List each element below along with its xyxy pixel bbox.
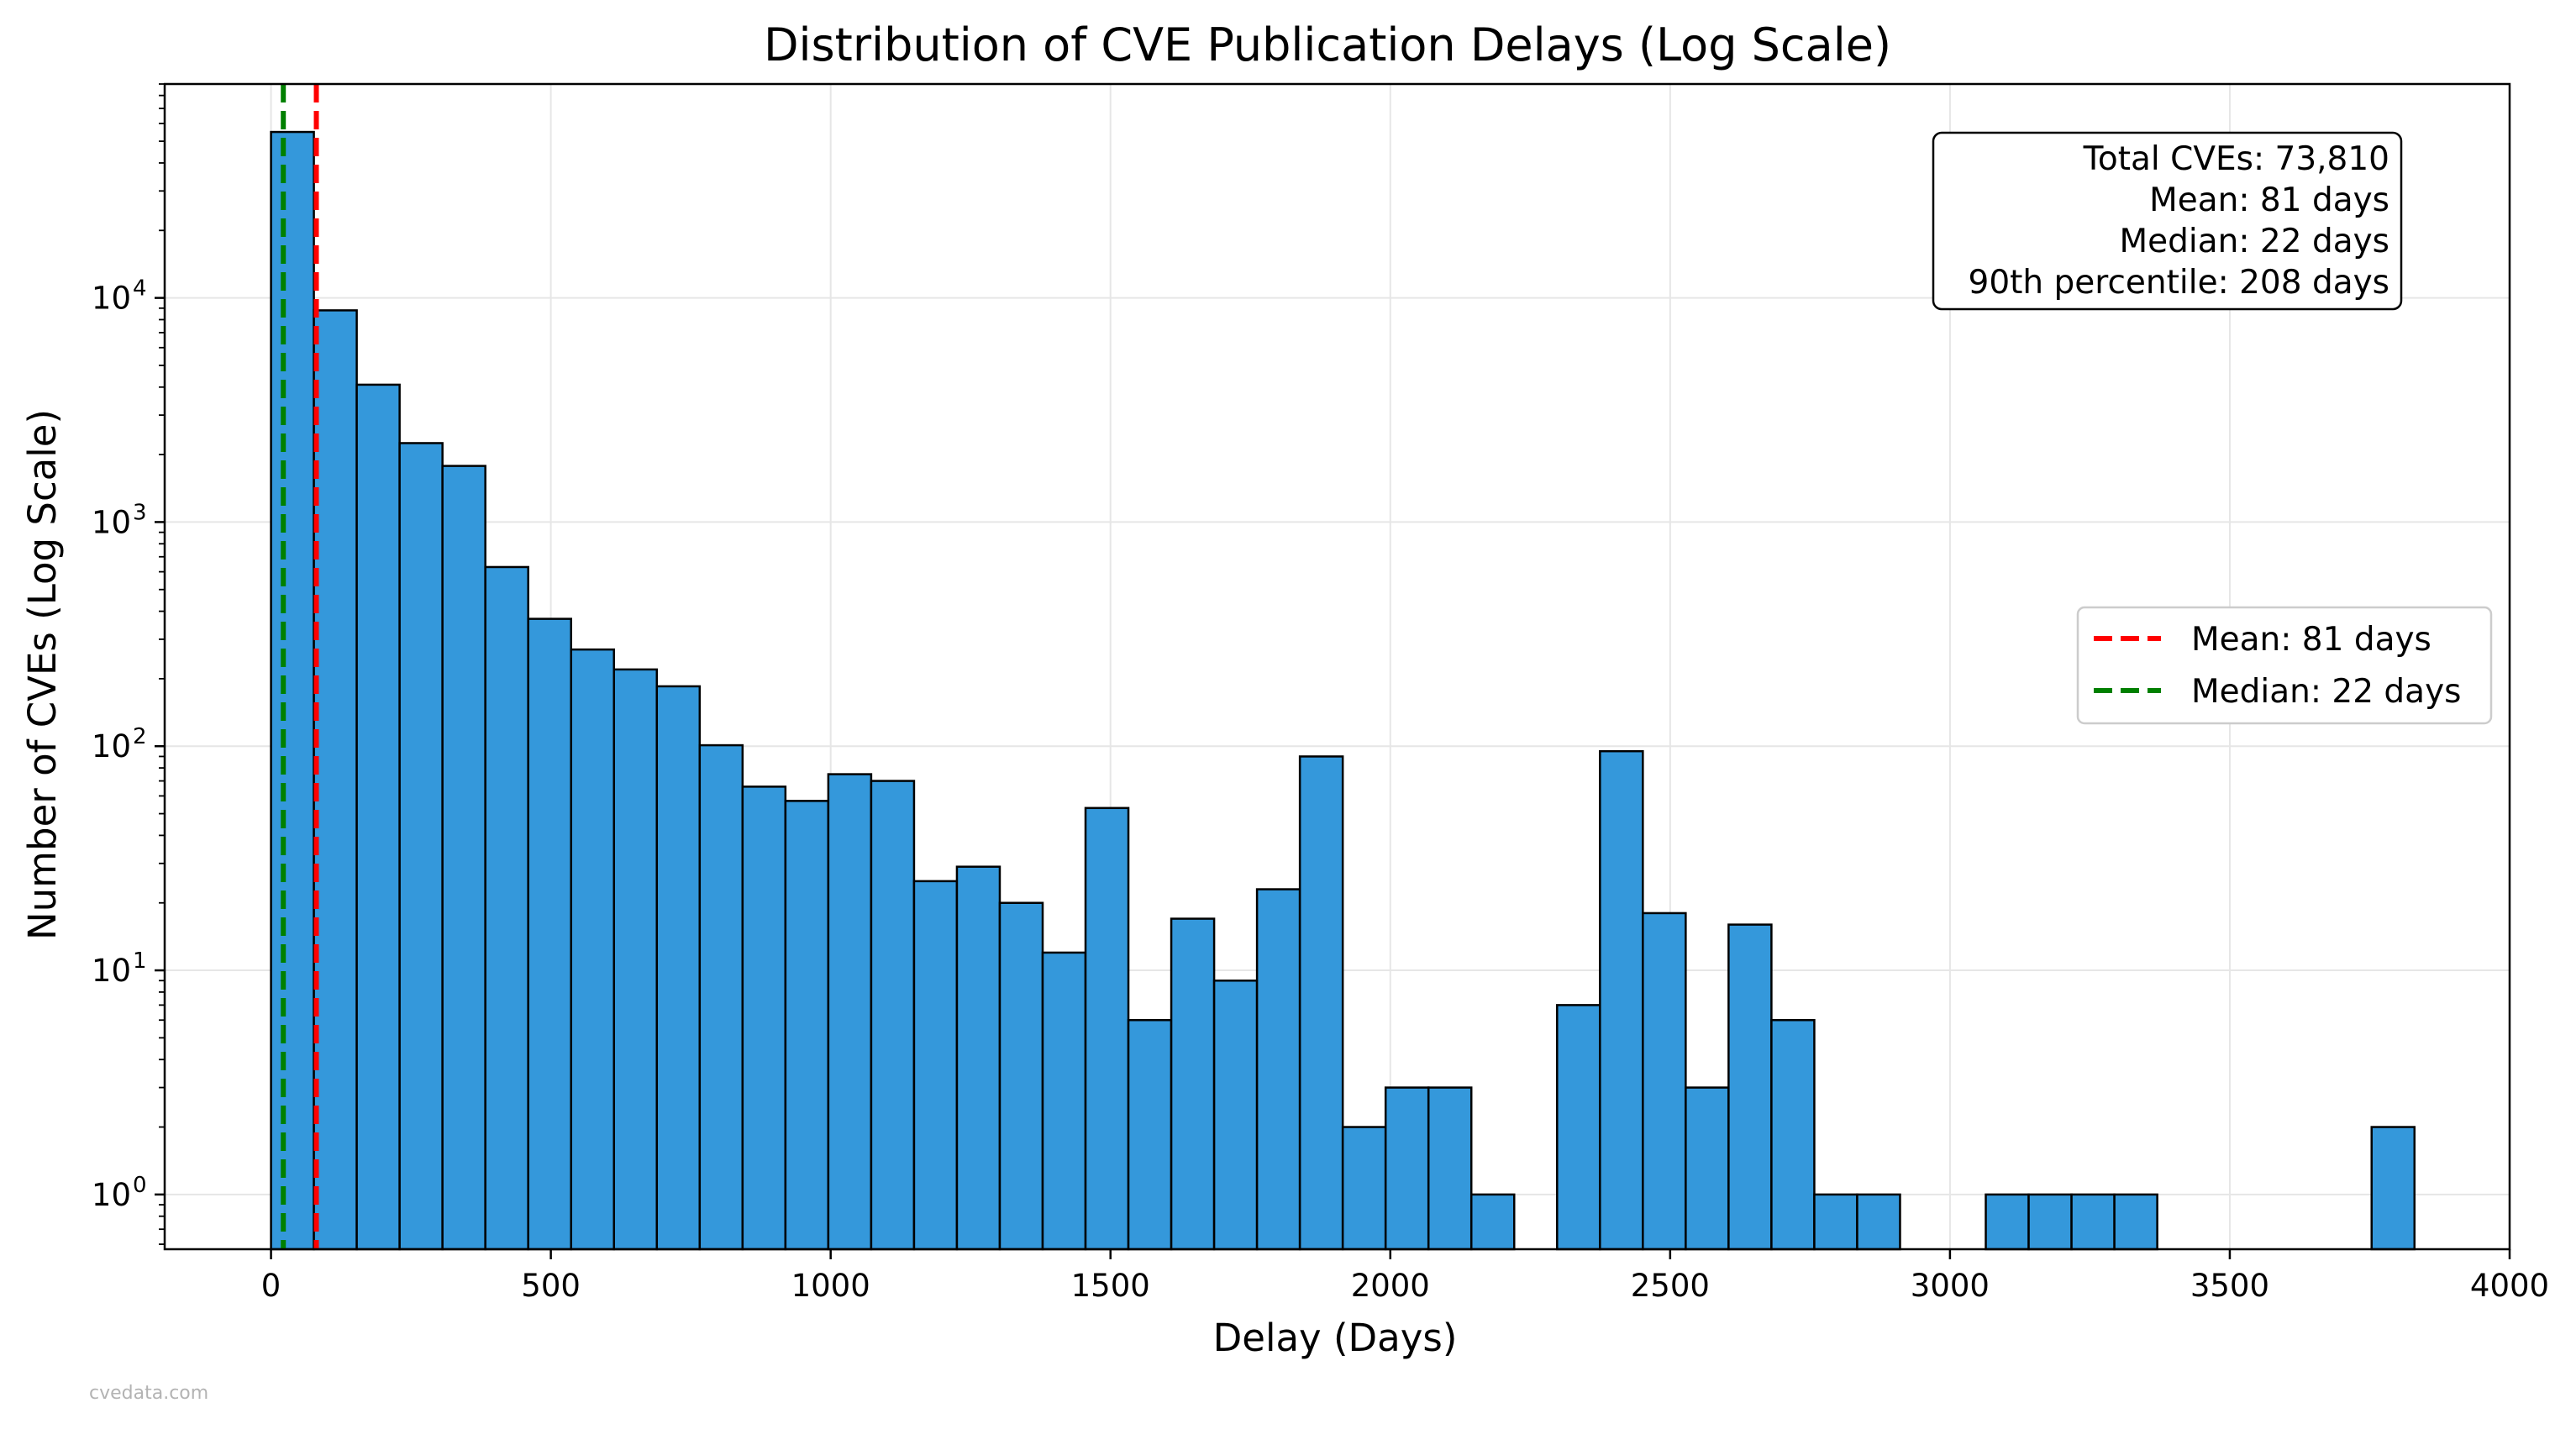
histogram-bar <box>570 648 616 1251</box>
legend: Mean: 81 days Median: 22 days <box>2076 606 2493 725</box>
y-tick-label: 10 <box>92 1177 131 1213</box>
x-tick-label: 1000 <box>791 1268 870 1304</box>
histogram-bar <box>1212 980 1259 1251</box>
y-axis-title: Number of CVEs (Log Scale) <box>20 409 65 940</box>
histogram-bar <box>1170 917 1216 1251</box>
y-tick-exponent: 0 <box>133 1173 147 1198</box>
y-tick-label: 10 <box>92 281 131 317</box>
histogram-bar <box>441 465 486 1251</box>
histogram-bar <box>1770 1018 1816 1251</box>
stats-90th-percentile: 90th percentile: 208 days <box>1969 264 2390 302</box>
histogram-bar <box>484 565 529 1251</box>
histogram-bar <box>655 685 702 1251</box>
legend-mean-label: Mean: 81 days <box>2191 621 2431 659</box>
x-tick-label: 2500 <box>1631 1268 1710 1304</box>
legend-frame <box>2076 606 2493 725</box>
x-tick-label: 3000 <box>1911 1268 1990 1304</box>
histogram-bar <box>698 743 744 1251</box>
histogram-bar <box>2027 1193 2073 1251</box>
histogram-bar <box>1813 1193 1858 1251</box>
histogram-bar <box>1469 1193 1516 1251</box>
histogram-bar <box>1255 888 1301 1251</box>
histogram-bar <box>1427 1086 1473 1251</box>
histogram-bar <box>1084 806 1130 1251</box>
chart-title: Distribution of CVE Publication Delays (… <box>764 18 1891 71</box>
y-tick-exponent: 2 <box>133 724 147 749</box>
histogram-bar <box>827 773 873 1251</box>
histogram-bar <box>313 309 358 1251</box>
histogram-bar <box>2070 1193 2116 1251</box>
stats-box-frame <box>1932 131 2403 311</box>
plot-frame <box>163 82 2511 1251</box>
histogram-bar <box>2370 1126 2416 1251</box>
histogram-bar <box>2113 1193 2158 1251</box>
y-tick-exponent: 3 <box>133 500 147 525</box>
reference-lines <box>281 84 319 1249</box>
histogram-bar <box>1685 1086 1730 1251</box>
y-tick-label: 10 <box>92 953 131 989</box>
histogram-bar <box>955 865 1001 1251</box>
legend-median-label: Median: 22 days <box>2191 673 2461 711</box>
stats-median: Median: 22 days <box>2120 223 2389 260</box>
histogram-bar <box>1341 1126 1387 1251</box>
histogram-bar <box>1384 1086 1430 1251</box>
x-tick-label: 1500 <box>1071 1268 1150 1304</box>
histogram-bar <box>1599 749 1644 1251</box>
histogram-bar <box>1642 912 1687 1251</box>
x-tick-label: 3500 <box>2190 1268 2269 1304</box>
histogram-bar <box>1556 1004 1601 1251</box>
stats-box: Total CVEs: 73,810 Mean: 81 days Median:… <box>1932 131 2403 311</box>
x-axis-ticks: 0 500 1000 1500 2000 2500 3000 3500 4000 <box>261 1249 2549 1304</box>
x-tick-label: 0 <box>261 1268 281 1304</box>
y-tick-exponent: 1 <box>133 948 147 974</box>
x-axis-title: Delay (Days) <box>1213 1316 1458 1360</box>
histogram-bar <box>270 130 315 1251</box>
histogram-bars <box>270 130 2416 1251</box>
histogram-bar <box>1856 1193 1901 1251</box>
x-tick-label: 4000 <box>2470 1268 2549 1304</box>
watermark: cvedata.com <box>89 1383 208 1404</box>
histogram-bar <box>1985 1193 2030 1251</box>
histogram-bar <box>398 442 444 1251</box>
histogram-bar <box>784 800 830 1251</box>
histogram-bar <box>912 880 959 1251</box>
histogram-bar <box>998 901 1044 1251</box>
histogram-bar <box>1727 923 1773 1251</box>
x-tick-label: 2000 <box>1351 1268 1430 1304</box>
y-tick-exponent: 4 <box>133 276 147 302</box>
histogram-bar <box>870 780 916 1251</box>
histogram-bar <box>1298 755 1344 1251</box>
stats-total-cves: Total CVEs: 73,810 <box>2083 140 2389 178</box>
x-tick-label: 500 <box>521 1268 581 1304</box>
histogram-bar <box>612 668 659 1251</box>
stats-mean: Mean: 81 days <box>2149 181 2389 219</box>
histogram-bar <box>1127 1018 1173 1251</box>
y-tick-label: 10 <box>92 504 131 540</box>
histogram-bar <box>741 785 787 1251</box>
histogram-bar <box>355 383 401 1251</box>
histogram-bar <box>527 617 572 1251</box>
y-tick-label: 10 <box>92 728 131 764</box>
histogram-bar <box>1041 951 1087 1251</box>
